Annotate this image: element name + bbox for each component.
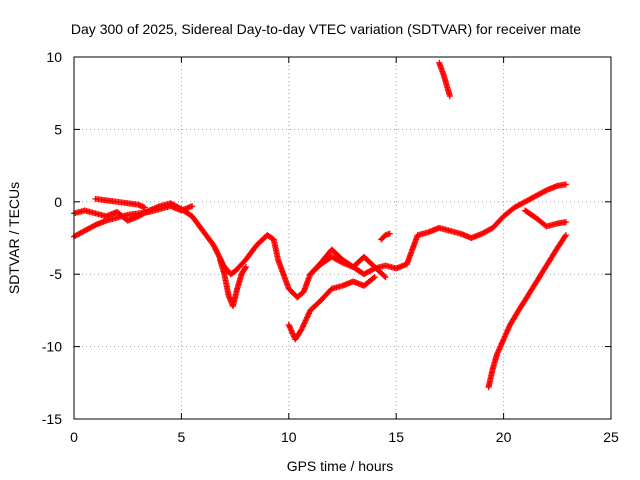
chart-title: Day 300 of 2025, Sidereal Day-to-day VTE… bbox=[71, 21, 581, 37]
data-point-marker bbox=[141, 204, 148, 211]
y-tick-label: 0 bbox=[54, 194, 62, 210]
axis-ticks: 0 5 10 15 20 25 -15 -10 -5 0 5 10 bbox=[42, 49, 619, 445]
data-point-marker bbox=[189, 203, 196, 210]
x-axis-label: GPS time / hours bbox=[287, 458, 394, 474]
data-point-marker bbox=[562, 219, 569, 226]
data-point-marker bbox=[242, 263, 249, 270]
data-point-marker bbox=[242, 265, 249, 272]
data-point-marker bbox=[381, 273, 388, 280]
data-point-marker bbox=[382, 274, 389, 281]
x-tick-label: 25 bbox=[603, 429, 619, 445]
x-tick-label: 15 bbox=[388, 429, 404, 445]
data-point-marker bbox=[371, 274, 378, 281]
y-tick-label: 10 bbox=[46, 49, 62, 65]
y-axis-label: SDTVAR / TECUs bbox=[6, 182, 22, 294]
x-tick-label: 0 bbox=[70, 429, 78, 445]
grid-lines bbox=[74, 57, 611, 419]
y-tick-label: -15 bbox=[42, 411, 62, 427]
data-point-marker bbox=[386, 230, 393, 237]
y-tick-label: -10 bbox=[42, 339, 62, 355]
data-point-marker bbox=[91, 222, 98, 229]
plot-frame bbox=[73, 56, 612, 420]
data-point-marker bbox=[446, 93, 453, 100]
data-point-marker bbox=[562, 232, 569, 239]
data-point-marker bbox=[542, 187, 549, 194]
x-tick-label: 20 bbox=[496, 429, 512, 445]
y-tick-label: 5 bbox=[54, 121, 62, 137]
x-tick-label: 10 bbox=[281, 429, 297, 445]
data-point-marker bbox=[562, 233, 569, 240]
y-tick-label: -5 bbox=[50, 266, 63, 282]
data-point-marker bbox=[562, 181, 569, 188]
data-points bbox=[71, 59, 569, 391]
data-point-marker bbox=[370, 275, 377, 282]
x-tick-label: 5 bbox=[178, 429, 186, 445]
